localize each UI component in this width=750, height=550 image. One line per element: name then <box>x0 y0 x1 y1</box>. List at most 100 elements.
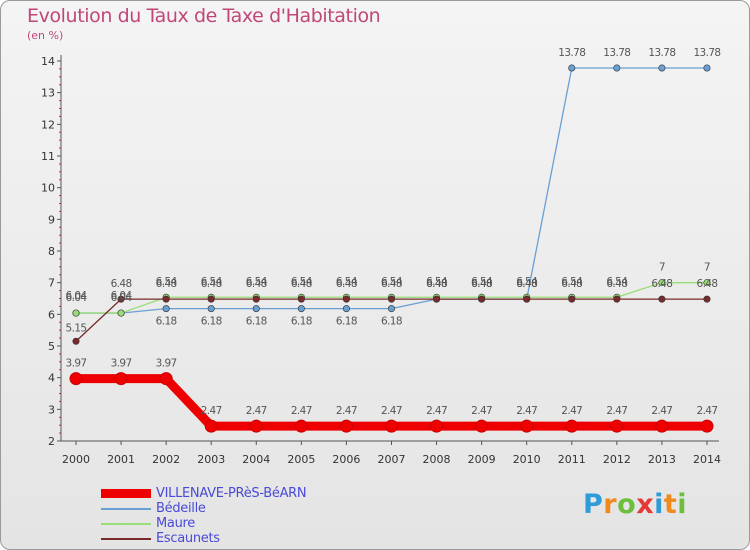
y-tick-label: 13 <box>41 87 55 100</box>
x-tick-label: 2000 <box>62 453 90 466</box>
data-point <box>658 64 666 72</box>
legend-label-maure: Maure <box>156 516 195 531</box>
series-line-0 <box>76 374 707 431</box>
y-tick-label: 7 <box>48 277 55 290</box>
x-tick-label: 2010 <box>513 453 541 466</box>
data-point <box>520 419 534 433</box>
data-point <box>703 279 711 287</box>
y-tick-label: 11 <box>41 150 55 163</box>
data-label: 2.47 <box>606 405 627 417</box>
data-label: 6.18 <box>201 316 222 328</box>
logo-letter: x <box>636 489 655 520</box>
data-point <box>613 295 621 303</box>
data-label: 7 <box>659 262 665 274</box>
x-tick-label: 2001 <box>107 453 135 466</box>
y-tick-label: 5 <box>48 340 55 353</box>
logo-letter: r <box>603 489 618 520</box>
x-tick-label: 2006 <box>332 453 360 466</box>
data-point <box>204 419 218 433</box>
y-tick-label: 4 <box>48 372 55 385</box>
x-tick-label: 2009 <box>468 453 496 466</box>
data-point <box>297 305 305 313</box>
data-point <box>162 295 170 303</box>
data-label: 6.48 <box>651 278 672 290</box>
proxiti-logo: Proxiti <box>583 489 687 520</box>
y-tick-label: 3 <box>48 403 55 416</box>
legend-swatch-maure <box>101 523 151 525</box>
data-label: 2.47 <box>201 405 222 417</box>
data-label: 6.48 <box>381 278 402 290</box>
x-tick-label: 2012 <box>603 453 631 466</box>
data-point <box>384 419 398 433</box>
y-tick-label: 10 <box>41 182 55 195</box>
data-point <box>387 295 395 303</box>
y-tick-label: 2 <box>48 435 55 448</box>
y-tick-label: 14 <box>41 55 55 68</box>
legend-swatch-bedeille <box>101 508 151 510</box>
data-point <box>252 295 260 303</box>
x-tick-label: 2002 <box>152 453 180 466</box>
x-tick-label: 2003 <box>197 453 225 466</box>
data-label: 6.54 <box>516 276 538 288</box>
data-label: 13.78 <box>693 47 720 59</box>
x-tick-label: 2011 <box>558 453 586 466</box>
data-point <box>387 305 395 313</box>
data-label: 6.48 <box>426 278 447 290</box>
data-label: 3.97 <box>156 358 177 370</box>
x-tick-label: 2014 <box>693 453 721 466</box>
data-point <box>249 419 263 433</box>
data-label: 6.54 <box>201 276 223 288</box>
data-label: 6.48 <box>336 278 357 290</box>
data-point <box>703 295 711 303</box>
y-tick-label: 12 <box>41 118 55 131</box>
data-point <box>658 295 666 303</box>
data-label: 6.54 <box>426 276 448 288</box>
data-label: 6.48 <box>516 278 537 290</box>
data-point <box>568 64 576 72</box>
data-point <box>478 295 486 303</box>
data-label: 2.47 <box>381 405 402 417</box>
data-label: 6.04 <box>111 292 133 304</box>
data-label: 6.48 <box>246 278 267 290</box>
data-label: 6.54 <box>246 276 268 288</box>
data-point <box>610 419 624 433</box>
data-label: 5.15 <box>66 322 87 334</box>
data-label: 2.47 <box>246 405 267 417</box>
chart-title: Evolution du Taux de Taxe d'Habitation <box>27 5 381 27</box>
data-label: 6.48 <box>471 278 492 290</box>
data-label: 6.48 <box>111 278 132 290</box>
data-point <box>294 419 308 433</box>
data-label: 6.54 <box>606 276 628 288</box>
data-point <box>433 295 441 303</box>
data-point <box>69 372 83 386</box>
legend-swatch-escaunets <box>101 538 151 540</box>
data-label: 2.47 <box>426 405 447 417</box>
data-point <box>207 305 215 313</box>
data-label: 6.54 <box>381 276 403 288</box>
logo-letter: i <box>677 489 688 520</box>
x-tick-label: 2005 <box>287 453 315 466</box>
data-point <box>655 419 669 433</box>
data-label: 6.48 <box>606 278 627 290</box>
data-label: 6.54 <box>561 276 583 288</box>
data-point <box>523 295 531 303</box>
data-label: 3.97 <box>111 358 132 370</box>
data-label: 6.48 <box>291 278 312 290</box>
data-label: 6.04 <box>66 292 88 304</box>
data-label: 6.48 <box>696 278 717 290</box>
data-point <box>342 305 350 313</box>
data-point <box>297 295 305 303</box>
data-label: 6.04 <box>66 290 88 302</box>
data-label: 13.78 <box>648 47 675 59</box>
data-point <box>117 295 125 303</box>
y-tick-label: 9 <box>48 213 55 226</box>
data-point <box>700 419 714 433</box>
data-label: 6.18 <box>336 316 357 328</box>
data-label: 2.47 <box>336 405 357 417</box>
data-label: 6.48 <box>561 278 582 290</box>
data-label: 6.54 <box>471 276 493 288</box>
data-label: 6.54 <box>291 276 313 288</box>
data-label: 6.48 <box>471 278 492 290</box>
data-point <box>159 372 173 386</box>
data-point <box>565 419 579 433</box>
